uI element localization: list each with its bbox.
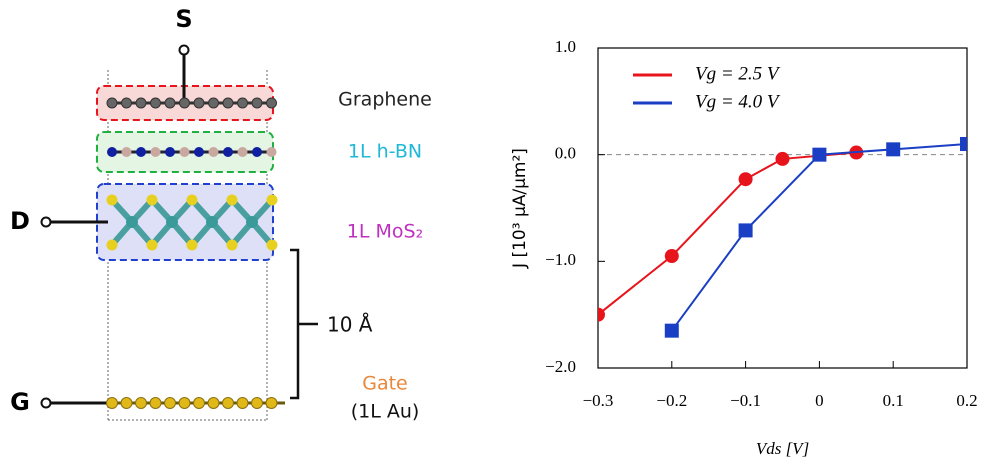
x-tick-label: 0 [815,391,824,410]
terminal [178,44,190,56]
atom [165,147,175,157]
marker [960,137,967,151]
legend-label: Vg = 2.5 V [695,63,781,84]
atom [237,97,248,109]
atom [222,97,234,109]
gate-label: Gate [362,373,408,395]
atom [106,397,118,409]
atom [106,194,118,206]
marker [738,223,753,238]
atom [206,216,218,228]
marker [775,151,790,166]
x-tick-label: 0.2 [956,391,977,410]
plot-frame [597,47,968,369]
atom [265,397,278,409]
atom [106,97,118,109]
atom [149,397,162,409]
layer-label: 1L MoS₂ [347,221,423,243]
atom [178,397,191,409]
atom [164,97,176,109]
atom [186,239,198,251]
layer-label: 1L h-BN [348,141,422,163]
series-line [598,151,857,316]
terminal [40,216,52,228]
atom [223,147,233,157]
x-tick-label: −0.3 [583,391,614,410]
x-tick-label: 0.1 [883,391,904,410]
atom [251,97,263,109]
device-diagram: S D G Graphene 1L h-BN 1L MoS₂ 10 Å Gate… [10,5,432,423]
terminal-label: G [10,388,30,416]
layer-label: Graphene [338,89,432,111]
atom [237,147,248,157]
atom [146,194,158,206]
atom [166,216,178,228]
atom [136,147,146,157]
atom [193,397,205,409]
atom [207,397,220,409]
marker [664,323,679,338]
chart: −0.3 −0.2 −0.1 0 0.1 0.2 1.0 0.0 −1.0 −2.0 Vds [V]… [510,37,978,458]
bracket [290,248,318,400]
atom [135,97,147,109]
spacing-label: 10 Å [327,313,373,337]
atom [208,147,219,157]
gate-label: (1L Au) [351,401,420,423]
marker [886,142,901,157]
marker [812,147,827,162]
atom [246,216,258,228]
x-tick-label: −0.1 [730,391,761,410]
atom [150,97,161,109]
atom [226,239,238,251]
y-tick-label: −2.0 [545,357,576,376]
atom [194,147,204,157]
atom [164,397,176,409]
atom [251,397,263,409]
atom [252,147,262,157]
atom [266,147,277,157]
atom [107,147,117,157]
atom [106,239,118,251]
terminal [40,397,52,409]
atom [120,397,133,409]
atom [146,239,158,251]
legend-label: Vg = 4.0 V [695,91,781,112]
atom [186,194,198,206]
marker [738,172,753,187]
atom [121,97,132,109]
atom [179,147,190,157]
plot-area [598,137,967,338]
atom [208,97,219,109]
y-tick-label: −1.0 [545,250,576,269]
atom [222,397,234,409]
y-tick-label: 1.0 [555,37,576,56]
atom [236,397,249,409]
atom [266,194,278,206]
atom [266,239,278,251]
terminal-label: S [175,5,192,33]
atom [150,147,161,157]
terminal-label: D [10,207,30,235]
atom [121,147,132,157]
x-axis-label: Vds [V] [756,439,809,458]
atom [226,194,238,206]
y-axis-label: J [10³ μA/μm²] [510,148,530,269]
series-line [670,143,967,332]
atom [193,97,205,109]
atom [266,97,277,109]
marker [664,249,679,263]
atom [135,397,147,409]
x-tick-label: −0.2 [656,391,687,410]
atom [179,97,190,109]
atom [126,216,138,228]
marker [598,307,605,322]
y-tick-label: 0.0 [555,144,576,163]
